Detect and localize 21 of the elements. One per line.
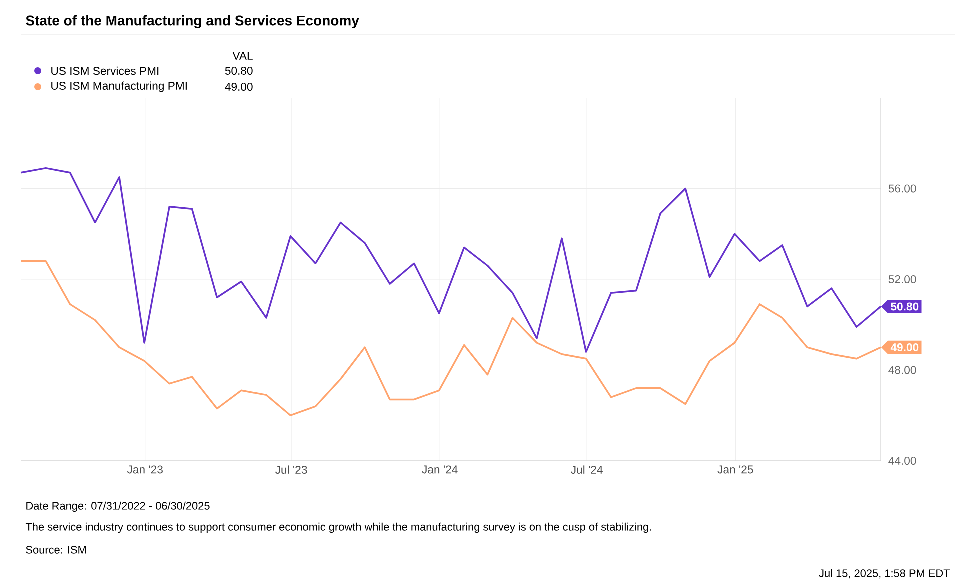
legend-label: US ISM Services PMI bbox=[52, 66, 159, 76]
x-tick-label: Jan '24 bbox=[422, 466, 458, 474]
y-tick-label: 52.00 bbox=[888, 275, 916, 284]
text: The service industry continues to support consumer economic growth while the manufacturing survey is on the cusp of stabilizing. bbox=[26, 522, 652, 534]
y-tick-label: 48.00 bbox=[888, 366, 916, 374]
x-tick-label: Jul '23 bbox=[275, 466, 308, 474]
text: 49.00 bbox=[225, 82, 253, 91]
legend-label: US ISM Manufacturing PMI bbox=[52, 82, 187, 92]
text: 50.80 bbox=[225, 66, 253, 75]
data-label: 50.80 bbox=[891, 302, 919, 311]
data-label: 49.00 bbox=[890, 344, 919, 352]
legend-title: VAL bbox=[232, 52, 253, 60]
chart-title: State of the Manufacturing and Services Economy bbox=[26, 15, 360, 29]
y-tick-label: 56.00 bbox=[888, 184, 916, 193]
text: Date Range: 07/31/2022 - 06/30/2025 bbox=[26, 502, 210, 512]
y-tick-label: 44.00 bbox=[888, 456, 916, 465]
x-tick-label: Jan '23 bbox=[127, 466, 163, 474]
x-tick-label: Jul '24 bbox=[571, 466, 603, 474]
source-note: Source: ISM bbox=[26, 546, 86, 554]
x-tick-label: Jan '25 bbox=[718, 466, 754, 474]
text: Jul 15, 2025, 1:58 PM EDT bbox=[819, 569, 950, 579]
